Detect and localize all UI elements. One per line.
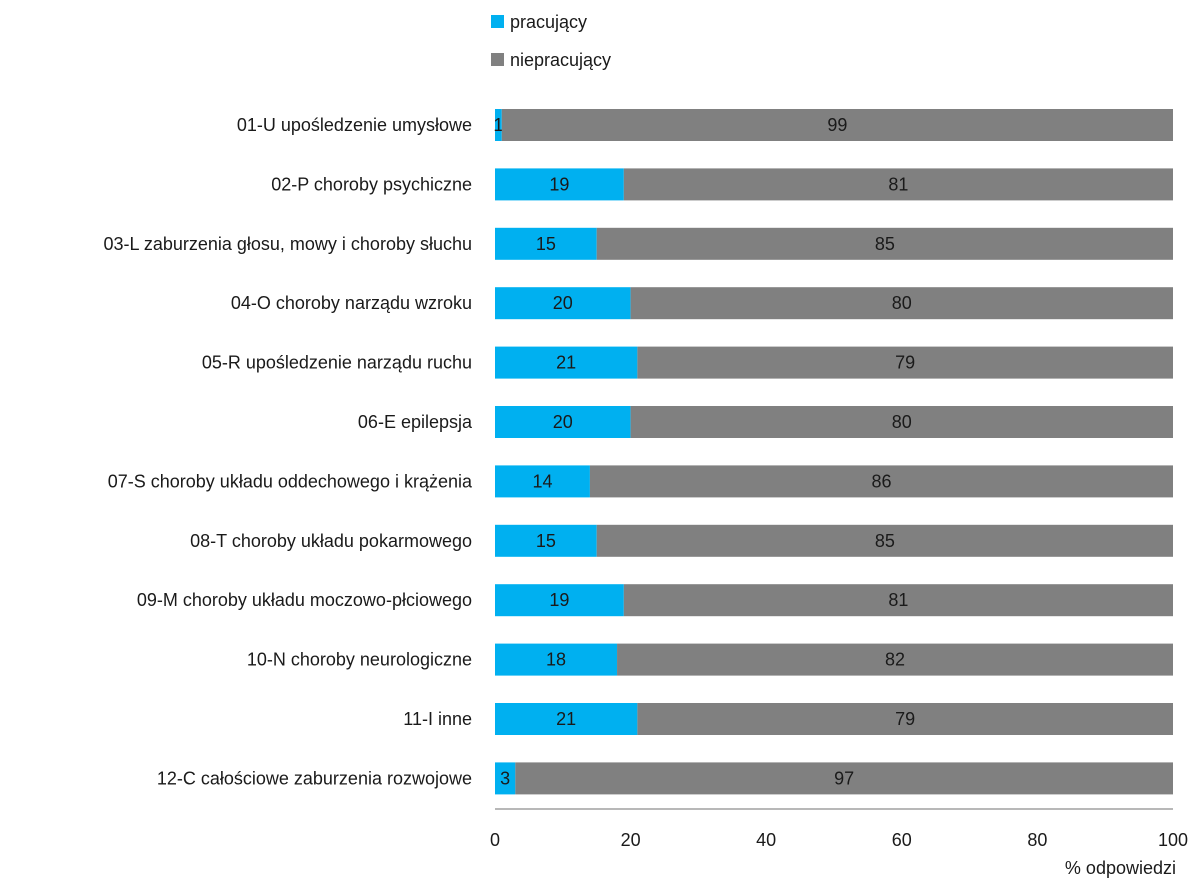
category-label: 02-P choroby psychiczne <box>271 174 472 194</box>
x-tick-label: 100 <box>1158 830 1188 850</box>
bar-segment-pracujacy <box>495 346 638 379</box>
bar-segment-niepracujacy <box>617 643 1173 676</box>
data-label-pracujacy: 18 <box>546 650 566 670</box>
category-label: 06-E epilepsja <box>358 412 473 432</box>
data-label-pracujacy: 3 <box>500 768 510 788</box>
category-label: 05-R upośledzenie narządu ruchu <box>202 353 472 373</box>
bar-segment-pracujacy <box>495 227 597 260</box>
data-label-niepracujacy: 79 <box>895 353 915 373</box>
bar-segment-niepracujacy <box>596 227 1173 260</box>
bar-segment-niepracujacy <box>623 584 1173 617</box>
bar-segment-niepracujacy <box>630 406 1173 438</box>
category-label: 01-U upośledzenie umysłowe <box>237 115 472 135</box>
data-label-pracujacy: 15 <box>536 234 556 254</box>
category-label: 11-I inne <box>403 709 472 729</box>
bar-segment-niepracujacy <box>589 465 1173 498</box>
data-label-niepracujacy: 82 <box>885 650 905 670</box>
data-label-niepracujacy: 85 <box>875 531 895 551</box>
bar-segment-niepracujacy <box>596 524 1173 557</box>
data-label-niepracujacy: 97 <box>834 768 854 788</box>
category-label: 03-L zaburzenia głosu, mowy i choroby sł… <box>103 234 472 254</box>
bar-segment-pracujacy <box>495 109 502 141</box>
x-tick-label: 40 <box>756 830 776 850</box>
bars-group: 1 99 19 81 15 85 20 80 21 79 20 80 14 86 15 85 19 81 18 82 2… <box>493 109 1173 795</box>
bar-segment-pracujacy <box>495 643 618 676</box>
category-label: 07-S choroby układu oddechowego i krążen… <box>108 471 473 491</box>
bar-segment-niepracujacy <box>637 346 1173 379</box>
data-label-pracujacy: 19 <box>549 174 569 194</box>
bar-segment-pracujacy <box>495 762 516 795</box>
category-label: 09-M choroby układu moczowo-płciowego <box>137 590 472 610</box>
category-label: 04-O choroby narządu wzroku <box>231 293 472 313</box>
x-tick-label: 60 <box>892 830 912 850</box>
category-label: 08-T choroby układu pokarmowego <box>190 531 472 551</box>
bar-segment-pracujacy <box>495 168 624 201</box>
data-label-niepracujacy: 81 <box>888 174 908 194</box>
data-label-pracujacy: 1 <box>493 115 503 135</box>
data-label-niepracujacy: 99 <box>827 115 847 135</box>
x-tick-label: 0 <box>490 830 500 850</box>
data-label-niepracujacy: 79 <box>895 709 915 729</box>
bar-segment-pracujacy <box>495 703 638 735</box>
legend: pracujący niepracujący <box>491 12 611 70</box>
data-label-pracujacy: 21 <box>556 709 576 729</box>
bar-segment-niepracujacy <box>515 762 1173 795</box>
data-label-pracujacy: 20 <box>553 412 573 432</box>
legend-label-niepracujacy: niepracujący <box>510 50 611 70</box>
data-label-pracujacy: 15 <box>536 531 556 551</box>
data-label-niepracujacy: 80 <box>892 293 912 313</box>
category-labels: 01-U upośledzenie umysłowe 02-P choroby p… <box>103 115 473 788</box>
x-tick-label: 80 <box>1027 830 1047 850</box>
bar-segment-niepracujacy <box>630 287 1173 320</box>
legend-swatch-pracujacy <box>491 15 504 28</box>
bar-segment-pracujacy <box>495 524 597 557</box>
bar-segment-pracujacy <box>495 584 624 617</box>
bar-segment-pracujacy <box>495 406 631 438</box>
bar-segment-pracujacy <box>495 287 631 320</box>
bar-segment-niepracujacy <box>637 703 1173 735</box>
x-axis-title: % odpowiedzi <box>1065 858 1176 878</box>
category-label: 10-N choroby neurologiczne <box>247 650 472 670</box>
x-tick-labels: 0 20 40 60 80 100 <box>490 830 1188 850</box>
x-tick-label: 20 <box>621 830 641 850</box>
bar-segment-niepracujacy <box>501 109 1173 141</box>
category-label: 12-C całościowe zaburzenia rozwojowe <box>157 768 472 788</box>
data-label-pracujacy: 19 <box>549 590 569 610</box>
data-label-niepracujacy: 86 <box>871 471 891 491</box>
data-label-niepracujacy: 85 <box>875 234 895 254</box>
data-label-pracujacy: 14 <box>532 471 552 491</box>
bar-segment-pracujacy <box>495 465 590 498</box>
data-label-pracujacy: 21 <box>556 353 576 373</box>
legend-label-pracujacy: pracujący <box>510 12 587 32</box>
data-label-pracujacy: 20 <box>553 293 573 313</box>
data-label-niepracujacy: 80 <box>892 412 912 432</box>
data-label-niepracujacy: 81 <box>888 590 908 610</box>
legend-swatch-niepracujacy <box>491 53 504 66</box>
bar-segment-niepracujacy <box>623 168 1173 201</box>
